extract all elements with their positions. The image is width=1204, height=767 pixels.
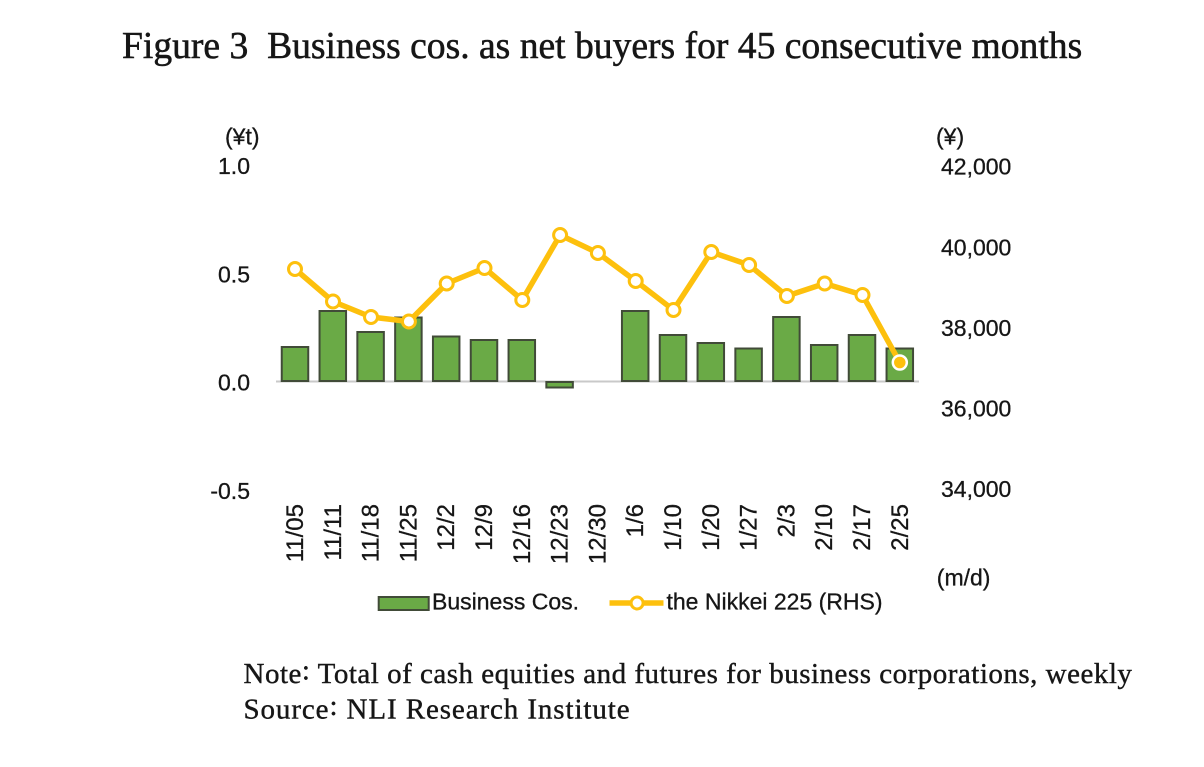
svg-text:2/17: 2/17 xyxy=(849,504,876,551)
svg-text:12/9: 12/9 xyxy=(471,504,498,551)
svg-text:2/25: 2/25 xyxy=(887,504,914,551)
svg-text:1.0: 1.0 xyxy=(218,153,250,179)
svg-text:Business Cos.: Business Cos. xyxy=(432,589,579,615)
svg-text:12/23: 12/23 xyxy=(547,504,574,564)
svg-text:11/05: 11/05 xyxy=(282,504,309,562)
svg-text:(¥): (¥) xyxy=(936,123,964,149)
svg-text:Figure 3 Business cos. as net: Figure 3 Business cos. as net buyers for… xyxy=(122,26,1082,67)
svg-text:0.0: 0.0 xyxy=(218,370,250,396)
svg-text:1/6: 1/6 xyxy=(622,504,649,537)
svg-text:34,000: 34,000 xyxy=(941,476,1011,502)
svg-text:2/3: 2/3 xyxy=(773,504,800,537)
svg-text:2/10: 2/10 xyxy=(811,504,838,551)
svg-text:12/2: 12/2 xyxy=(433,504,460,551)
svg-text:12/30: 12/30 xyxy=(584,504,611,564)
svg-text:12/16: 12/16 xyxy=(509,504,536,564)
svg-text:1/20: 1/20 xyxy=(698,504,725,551)
svg-text:1/27: 1/27 xyxy=(736,504,763,551)
svg-text:36,000: 36,000 xyxy=(941,396,1011,422)
svg-text:0.5: 0.5 xyxy=(218,261,250,287)
svg-text:-0.5: -0.5 xyxy=(210,478,250,504)
svg-text:11/18: 11/18 xyxy=(358,504,385,562)
svg-text:11/25: 11/25 xyxy=(395,504,422,562)
svg-text:(¥t): (¥t) xyxy=(225,123,260,149)
svg-text:40,000: 40,000 xyxy=(941,234,1011,260)
svg-text:Note: Total of cash equities a: Note: Total of cash equities and futures… xyxy=(244,655,1133,691)
svg-text:1/10: 1/10 xyxy=(660,504,687,551)
svg-text:42,000: 42,000 xyxy=(941,154,1011,180)
svg-text:11/11: 11/11 xyxy=(320,504,347,561)
svg-text:the Nikkei 225 (RHS): the Nikkei 225 (RHS) xyxy=(667,589,883,615)
svg-text:Source: NLI Research Institute: Source: NLI Research Institute xyxy=(244,690,631,726)
svg-text:(m/d): (m/d) xyxy=(937,565,991,591)
svg-text:38,000: 38,000 xyxy=(941,315,1011,341)
